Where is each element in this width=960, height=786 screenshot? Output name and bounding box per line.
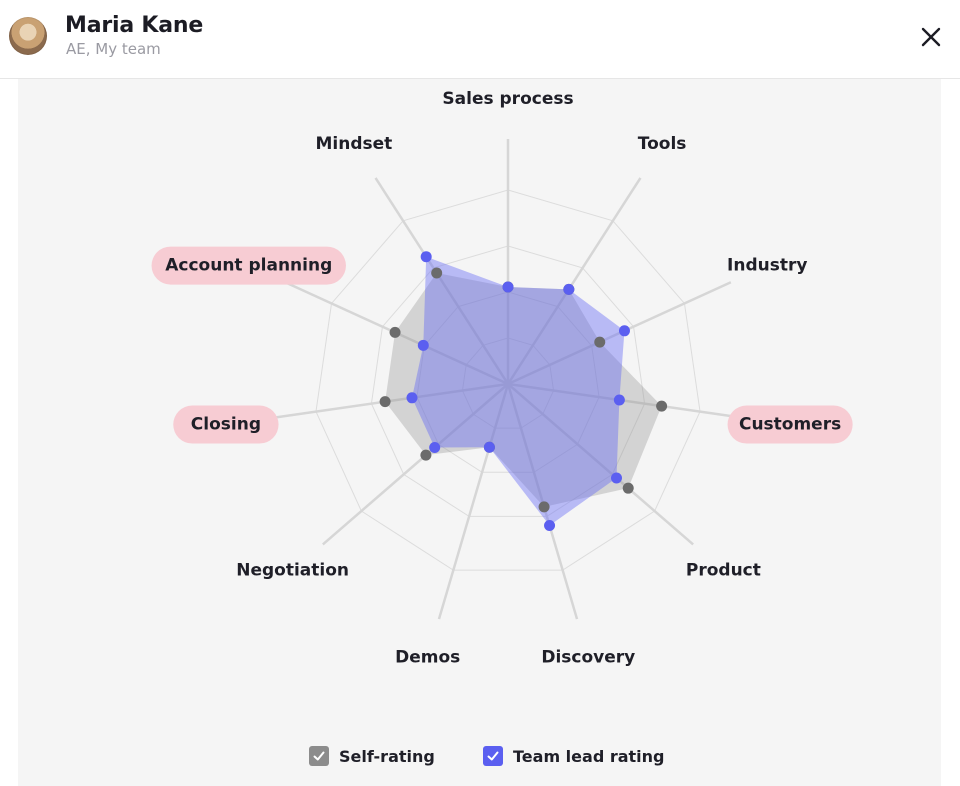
close-icon[interactable] [918,24,944,50]
grid-ring [315,189,701,571]
axis-label-text: Discovery [541,647,635,667]
axis-spoke [507,281,732,386]
axis-label-discovery: Discovery [541,647,635,667]
team-lead-rating-checkbox[interactable] [483,746,503,766]
axis-label-tools: Tools [638,134,687,154]
axis-label-mindset: Mindset [316,134,393,154]
axis-spoke [322,383,509,546]
data-point [379,396,391,408]
data-point [389,326,401,338]
legend-team-lead-rating[interactable]: Team lead rating [483,744,665,768]
data-point [420,251,432,263]
axis-label-text: Closing [191,415,261,435]
axis-label-text: Mindset [316,134,393,154]
data-point [544,519,556,531]
data-point [431,267,443,279]
data-point [594,336,606,348]
series-area-self-rating [385,273,662,507]
axis-label-text: Account planning [165,256,332,276]
profile-name: Maria Kane [65,13,204,38]
grid-ring [461,337,555,429]
axis-label-customers: Customers [727,405,853,444]
axis-spoke [506,383,579,620]
data-point [610,472,622,484]
axis-label-highlight [727,405,853,444]
grid-ring [416,291,600,473]
data-point [406,392,418,404]
data-point [563,283,575,295]
data-point [483,441,495,453]
profile-header: Maria Kane AE, My team [0,0,960,79]
data-point [417,339,429,351]
avatar [9,17,47,55]
data-point [429,442,441,454]
axis-label-negotiation: Negotiation [236,561,349,581]
axis-label-industry: Industry [727,256,807,276]
legend-label: Team lead rating [513,746,665,766]
axis-label-text: Negotiation [236,561,349,581]
profile-role: AE, My team [66,40,161,58]
axis-label-text: Demos [395,647,460,667]
series-area-team-lead-rating [411,256,625,526]
grid-ring [370,245,646,517]
axis-label-account-planning: Account planning [151,246,346,285]
axis-label-highlight [173,405,279,444]
checkmark-icon [313,751,325,761]
radar-areas [385,256,662,526]
axis-spoke [374,177,510,385]
legend-self-rating[interactable]: Self-rating [309,744,435,768]
radar-grid [315,189,701,571]
data-point [656,400,668,412]
radar-axis-labels: Sales process Tools Industry Customers Produ… [151,89,853,667]
axis-label-text: Industry [727,256,807,276]
data-point [538,501,550,513]
data-point [618,325,630,337]
axis-label-text: Tools [638,134,687,154]
axis-spoke [506,177,642,385]
axis-spoke [437,383,510,620]
axis-label-text: Sales process [442,89,573,109]
axis-label-demos: Demos [395,647,460,667]
radar-points [379,251,668,531]
axis-label-text: Product [686,561,761,581]
axis-label-text: Customers [739,415,841,435]
axis-spoke [507,382,751,421]
axis-spoke [507,383,694,546]
axis-label-product: Product [686,561,761,581]
axis-label-closing: Closing [173,405,279,444]
axis-label-sales-process: Sales process [442,89,573,109]
data-point [613,394,625,406]
data-point [420,449,432,461]
data-point [622,482,634,494]
legend-label: Self-rating [339,746,435,766]
axis-label-highlight [151,246,346,285]
self-rating-checkbox[interactable] [309,746,329,766]
data-point [502,281,514,293]
checkmark-icon [487,751,499,761]
